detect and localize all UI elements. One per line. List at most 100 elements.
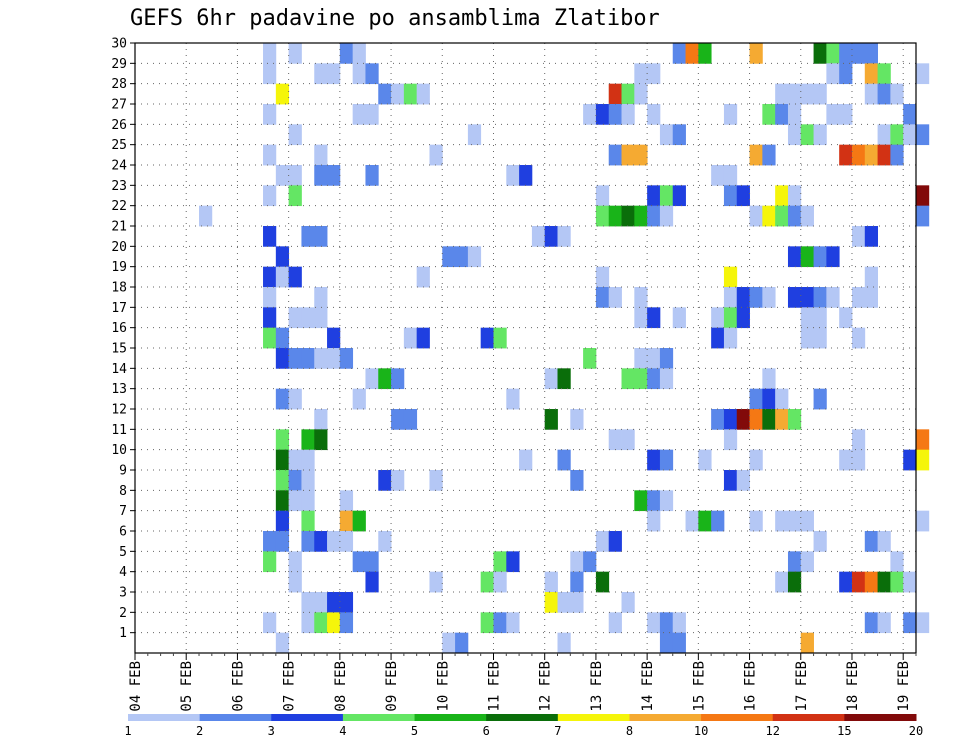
heatmap-cell bbox=[288, 185, 302, 207]
heatmap-cell bbox=[314, 348, 328, 369]
heatmap-cell bbox=[327, 531, 341, 552]
heatmap-cell bbox=[621, 205, 635, 227]
heatmap-cell bbox=[877, 612, 891, 634]
legend-label: 7 bbox=[554, 724, 561, 738]
heatmap-cell bbox=[647, 449, 661, 471]
x-tick-label: 13 FEB bbox=[589, 661, 605, 712]
heatmap-cell bbox=[288, 266, 302, 288]
heatmap-cell bbox=[608, 531, 622, 552]
y-tick-label: 16 bbox=[111, 321, 127, 336]
heatmap-cell bbox=[647, 104, 661, 125]
heatmap-cell bbox=[839, 307, 853, 329]
heatmap-cell bbox=[864, 43, 878, 64]
heatmap-cell bbox=[288, 348, 302, 369]
heatmap-cell bbox=[352, 551, 366, 573]
heatmap-cell bbox=[839, 571, 853, 593]
heatmap-cell bbox=[775, 571, 789, 593]
heatmap-cell bbox=[621, 83, 635, 105]
heatmap-cell bbox=[916, 429, 930, 451]
heatmap-cell bbox=[749, 205, 763, 227]
heatmap-cell bbox=[608, 83, 622, 105]
heatmap-cell bbox=[595, 205, 610, 227]
heatmap-cell bbox=[800, 551, 814, 573]
heatmap-cell bbox=[416, 83, 430, 105]
heatmap-cell bbox=[749, 388, 763, 410]
heatmap-cell bbox=[634, 63, 648, 85]
heatmap-cell bbox=[275, 490, 290, 512]
heatmap-cell bbox=[787, 551, 802, 573]
heatmap-cell bbox=[762, 287, 776, 308]
heatmap-cell bbox=[813, 83, 827, 105]
heatmap-cell bbox=[314, 165, 328, 186]
heatmap-cell bbox=[903, 124, 917, 146]
heatmap-cell bbox=[903, 449, 917, 471]
heatmap-cell bbox=[851, 429, 866, 451]
heatmap-cell bbox=[493, 571, 507, 593]
heatmap-cell bbox=[634, 307, 648, 329]
x-axis: 04 FEB 05 FEB 06 FEB 07 FEB 08 FEB 09 FEB 10 F… bbox=[128, 653, 917, 712]
heatmap-cell bbox=[890, 144, 904, 166]
heatmap-cell bbox=[787, 287, 802, 308]
heatmap-cell bbox=[365, 165, 379, 186]
heatmap-cell bbox=[391, 470, 405, 491]
heatmap-cell bbox=[800, 632, 814, 654]
heatmap-cell bbox=[378, 83, 392, 105]
heatmap-cell bbox=[339, 348, 354, 369]
heatmap-cell bbox=[301, 470, 315, 491]
heatmap-cell bbox=[839, 104, 853, 125]
y-tick-label: 25 bbox=[111, 138, 127, 153]
heatmap-cell bbox=[608, 287, 622, 308]
legend-label: 5 bbox=[411, 724, 418, 738]
y-tick-label: 21 bbox=[111, 220, 127, 235]
heatmap-cell bbox=[301, 226, 315, 247]
heatmap-cell bbox=[263, 287, 277, 308]
heatmap-cell bbox=[813, 327, 827, 349]
heatmap-cell bbox=[762, 205, 776, 227]
heatmap-cell bbox=[557, 632, 571, 654]
heatmap-cell bbox=[647, 510, 661, 532]
heatmap-cell bbox=[916, 185, 930, 207]
heatmap-cell bbox=[557, 449, 571, 471]
heatmap-cell bbox=[339, 43, 354, 64]
heatmap-cell bbox=[480, 327, 494, 349]
heatmap-cell bbox=[890, 83, 904, 105]
heatmap-cell bbox=[647, 307, 661, 329]
heatmap-cell bbox=[659, 490, 674, 512]
y-tick-label: 23 bbox=[111, 179, 127, 194]
heatmap-cell bbox=[711, 307, 725, 329]
y-tick-label: 4 bbox=[119, 565, 127, 580]
heatmap-cell bbox=[301, 510, 315, 532]
heatmap-cell bbox=[762, 368, 776, 390]
heatmap-cell bbox=[301, 592, 315, 613]
heatmap-cell bbox=[263, 531, 277, 552]
heatmap-cell bbox=[775, 83, 789, 105]
heatmap-cell bbox=[403, 409, 418, 430]
heatmap-cell bbox=[736, 307, 750, 329]
heatmap-cell bbox=[826, 246, 840, 268]
heatmap-cell bbox=[851, 327, 866, 349]
heatmap-cell bbox=[263, 266, 277, 288]
heatmap-cell bbox=[864, 612, 878, 634]
y-tick-label: 27 bbox=[111, 98, 127, 113]
y-tick-label: 6 bbox=[119, 525, 127, 540]
heatmap-cell bbox=[608, 612, 622, 634]
heatmap-cell bbox=[634, 144, 648, 166]
heatmap-cell bbox=[877, 144, 891, 166]
legend-swatch bbox=[701, 714, 774, 721]
heatmap-cell bbox=[775, 205, 789, 227]
y-tick-label: 5 bbox=[119, 545, 127, 560]
heatmap-cell bbox=[775, 388, 789, 410]
heatmap-cell bbox=[916, 510, 930, 532]
heatmap-cell bbox=[275, 83, 290, 105]
heatmap-cell bbox=[634, 490, 648, 512]
y-tick-label: 13 bbox=[111, 382, 127, 397]
heatmap-cell bbox=[327, 592, 341, 613]
heatmap-cell bbox=[429, 571, 443, 593]
heatmap-cell bbox=[301, 429, 315, 451]
heatmap-cell bbox=[800, 287, 814, 308]
heatmap-cell bbox=[864, 571, 878, 593]
y-tick-label: 15 bbox=[111, 342, 127, 357]
heatmap-cell bbox=[275, 246, 290, 268]
heatmap-cell bbox=[813, 124, 827, 146]
